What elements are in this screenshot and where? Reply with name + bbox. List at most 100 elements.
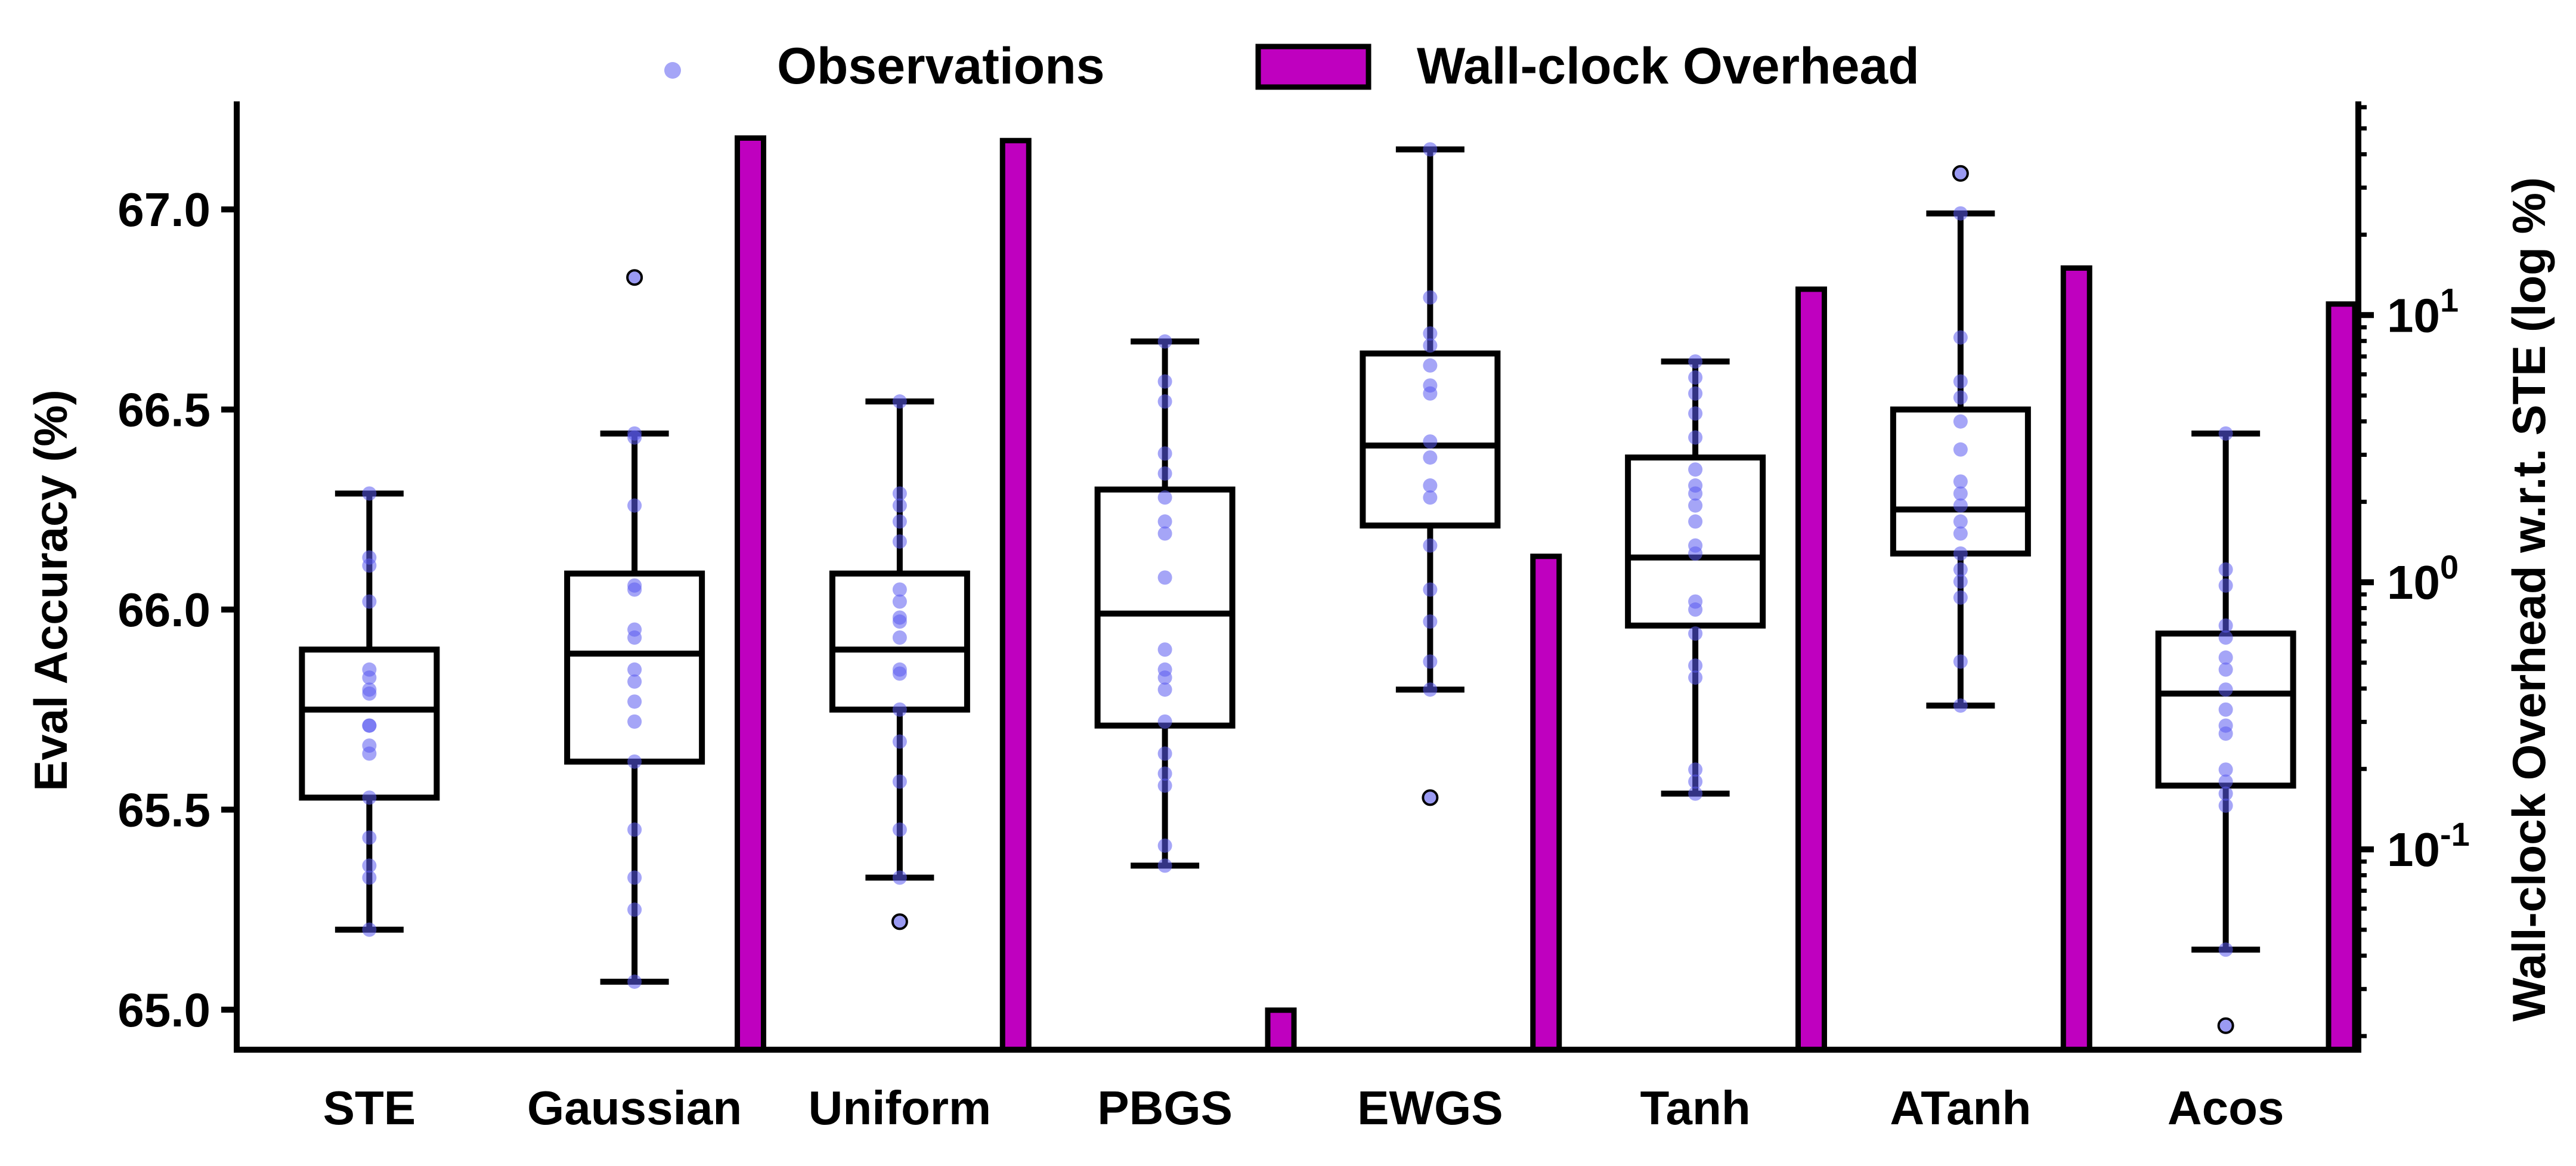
- observation-point-ewgs: [1423, 326, 1438, 341]
- overhead-bar-ewgs: [1530, 553, 1562, 1053]
- boxplot-ewgs: [1360, 146, 1501, 806]
- observation-point-acos: [2218, 762, 2233, 777]
- observation-point-atanh: [1953, 486, 1968, 501]
- y2-tick-base: 10: [2387, 556, 2440, 609]
- observation-point-acos: [2218, 650, 2233, 665]
- y-tick-label: 65.0: [117, 983, 210, 1037]
- x-tick-label-uniform: Uniform: [809, 1081, 992, 1134]
- observation-point-acos: [2218, 630, 2233, 645]
- observation-point-atanh: [1953, 330, 1968, 345]
- boxplot-tanh: [1625, 358, 1766, 797]
- observation-point-pbgs: [1157, 714, 1172, 729]
- observation-point-pbgs: [1157, 514, 1172, 529]
- observation-point-tanh: [1688, 386, 1703, 401]
- observation-point-atanh: [1953, 390, 1968, 405]
- observation-point-ewgs: [1423, 450, 1438, 465]
- overhead-bars-layer: [735, 135, 2358, 1053]
- observation-point-atanh: [1953, 498, 1968, 513]
- observation-point-ste: [362, 550, 377, 565]
- x-tick-label-ste: STE: [323, 1081, 416, 1134]
- observation-point-acos: [2218, 682, 2233, 697]
- observation-point-ste: [362, 682, 377, 697]
- boxes-layer: [299, 146, 2296, 1034]
- x-tick-label-atanh: ATanh: [1890, 1081, 2031, 1134]
- observation-point-atanh: [1953, 414, 1968, 429]
- observation-point-pbgs: [1157, 682, 1172, 697]
- observation-point-ewgs: [1423, 378, 1438, 393]
- legend-observations-marker: [664, 62, 681, 79]
- y2-tick-label: 101: [2387, 281, 2459, 342]
- observation-point-uniform: [892, 582, 907, 597]
- outlier-point-uniform: [891, 913, 908, 930]
- observation-point-pbgs: [1157, 466, 1172, 481]
- observation-point-ste: [362, 790, 377, 805]
- boxplot-atanh: [1890, 165, 2031, 709]
- observation-point-acos: [2218, 798, 2233, 813]
- observation-point-atanh: [1953, 546, 1968, 561]
- observations-layer: [362, 142, 2233, 989]
- y2-tick-exponent: 0: [2440, 548, 2459, 586]
- outlier-point-acos: [2217, 1017, 2234, 1034]
- overhead-bar-pbgs: [1265, 1007, 1297, 1053]
- legend-observations-label: Observations: [777, 38, 1105, 95]
- observation-point-tanh: [1688, 514, 1703, 529]
- observation-point-ewgs: [1423, 582, 1438, 597]
- observation-point-ewgs: [1423, 478, 1438, 493]
- observation-point-uniform: [892, 702, 907, 717]
- observation-point-ste: [362, 594, 377, 609]
- observation-point-atanh: [1953, 574, 1968, 589]
- observation-point-atanh: [1953, 698, 1968, 713]
- observation-point-ewgs: [1423, 538, 1438, 553]
- observation-point-tanh: [1688, 354, 1703, 369]
- observation-point-acos: [2218, 426, 2233, 441]
- y-tick-label: 67.0: [117, 183, 210, 236]
- overhead-bar-tanh: [1795, 286, 1827, 1053]
- y2-tick-exponent: -1: [2440, 815, 2470, 853]
- observation-point-tanh: [1688, 462, 1703, 477]
- observation-point-uniform: [892, 822, 907, 837]
- overhead-bar-acos: [2326, 301, 2358, 1053]
- observation-point-gaussian: [627, 662, 642, 677]
- observation-point-tanh: [1688, 762, 1703, 777]
- observation-point-atanh: [1953, 526, 1968, 541]
- box-iqr-tanh: [1625, 454, 1766, 629]
- observation-point-uniform: [892, 534, 907, 549]
- observation-point-atanh: [1953, 562, 1968, 577]
- observation-point-pbgs: [1157, 446, 1172, 461]
- observation-point-ste: [362, 738, 377, 753]
- observation-point-uniform: [892, 498, 907, 513]
- observation-point-ewgs: [1423, 490, 1438, 505]
- x-tick-label-gaussian: Gaussian: [527, 1081, 742, 1134]
- x-tick-label-pbgs: PBGS: [1097, 1081, 1233, 1134]
- observation-point-ste: [362, 922, 377, 937]
- observation-point-uniform: [892, 594, 907, 609]
- observation-point-uniform: [892, 662, 907, 677]
- observation-point-uniform: [892, 734, 907, 749]
- observation-point-ste: [362, 718, 377, 733]
- overhead-bar-atanh: [2060, 265, 2092, 1053]
- observation-point-ewgs: [1423, 290, 1438, 305]
- observation-point-tanh: [1688, 786, 1703, 801]
- observation-point-tanh: [1688, 478, 1703, 493]
- observation-point-atanh: [1953, 206, 1968, 221]
- observation-point-ste: [362, 870, 377, 885]
- observation-point-acos: [2218, 786, 2233, 801]
- observation-point-gaussian: [627, 754, 642, 769]
- y2-tick-exponent: 1: [2440, 281, 2459, 318]
- observation-point-uniform: [892, 610, 907, 625]
- observation-point-acos: [2218, 942, 2233, 957]
- observation-point-pbgs: [1157, 374, 1172, 389]
- observation-point-uniform: [892, 514, 907, 529]
- observation-point-tanh: [1688, 430, 1703, 445]
- observation-point-uniform: [892, 394, 907, 409]
- x-tick-label-tanh: Tanh: [1640, 1081, 1751, 1134]
- y2-tick-label: 100: [2387, 548, 2459, 609]
- observation-point-tanh: [1688, 498, 1703, 513]
- observation-point-gaussian: [627, 578, 642, 593]
- observation-point-pbgs: [1157, 490, 1172, 505]
- observation-point-ewgs: [1423, 358, 1438, 373]
- observation-point-ste: [362, 662, 377, 677]
- observation-point-uniform: [892, 870, 907, 885]
